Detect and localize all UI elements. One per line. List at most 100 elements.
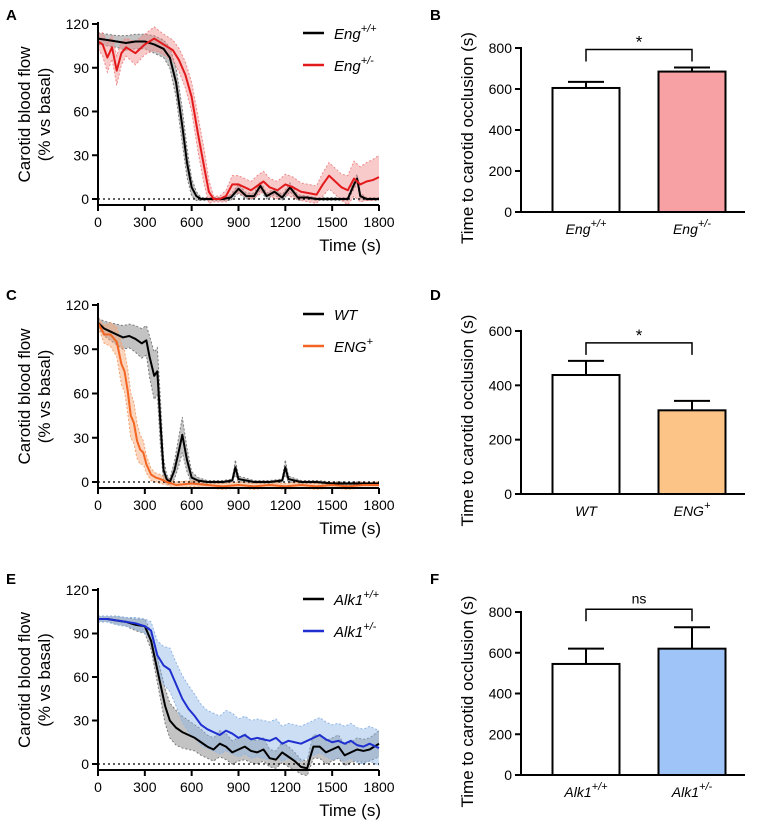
sem-band-1 xyxy=(98,26,379,205)
category-label-0: WT xyxy=(575,503,598,519)
sem-band-1 xyxy=(98,616,379,766)
x-axis-label: Time (s) xyxy=(319,801,381,820)
category-label-1-sup: + xyxy=(704,500,711,512)
category-label-1-name: ENG xyxy=(674,503,704,519)
y-tick-label: 120 xyxy=(66,16,90,32)
y-tick-label: 90 xyxy=(73,60,89,76)
panel-label: C xyxy=(6,287,17,304)
x-tick-label: 1500 xyxy=(317,497,348,513)
y-tick-label: 30 xyxy=(73,713,89,729)
y-tick-label: 90 xyxy=(73,341,89,357)
y-tick-label: 60 xyxy=(73,104,89,120)
y-tick-label: 0 xyxy=(81,191,89,207)
legend-label-0: Alk1+/+ xyxy=(333,589,380,609)
category-label-1: Eng+/- xyxy=(673,218,711,237)
y-tick-label: 400 xyxy=(489,686,513,702)
legend-label-0-name: WT xyxy=(334,307,359,324)
y-tick-label: 600 xyxy=(489,645,513,661)
legend-label-0: Eng+/+ xyxy=(334,23,377,43)
category-label-0-sup: +/+ xyxy=(592,781,608,793)
panel-d: D 0 200 400 600 Time to carotid occlusion (s)… xyxy=(430,287,745,526)
y-axis-label-1: Carotid blood flow xyxy=(15,46,34,183)
y-tick-label: 200 xyxy=(489,163,513,179)
y-tick-label: 60 xyxy=(73,386,89,402)
bar-1 xyxy=(657,409,727,495)
category-label-0-name: Alk1 xyxy=(563,784,591,800)
y-tick-label: 0 xyxy=(504,204,512,220)
sem-lower-0 xyxy=(97,326,379,486)
sem-lower-0 xyxy=(97,43,379,202)
legend-label-1-name: ENG xyxy=(334,339,367,356)
x-tick-label: 600 xyxy=(180,779,204,795)
bar-1 xyxy=(657,70,727,213)
legend-label-1-name: Eng xyxy=(334,58,361,75)
x-tick-label: 0 xyxy=(94,497,102,513)
x-tick-label: 300 xyxy=(133,497,157,513)
sem-band-0 xyxy=(98,318,379,485)
x-tick-label: 1500 xyxy=(317,214,348,230)
x-axis-label: Time (s) xyxy=(319,519,381,538)
category-label-1-name: Eng xyxy=(673,221,698,237)
legend-label-1-name: Alk1 xyxy=(333,624,363,641)
x-tick-label: 900 xyxy=(227,779,251,795)
y-tick-label: 120 xyxy=(66,297,90,313)
series-line-0 xyxy=(98,618,380,770)
panel-label: A xyxy=(6,7,17,24)
x-tick-label: 1800 xyxy=(363,497,394,513)
y-tick-label: 0 xyxy=(81,474,89,490)
panel-f: F 0 200 400 600 800 Time to carotid occlusion … xyxy=(430,571,745,807)
legend-label-1-sup: +/- xyxy=(361,55,374,67)
legend-label-1-sup: +/- xyxy=(363,621,376,633)
y-tick-label: 0 xyxy=(81,756,89,772)
series-line-1 xyxy=(97,322,379,488)
y-tick-label: 600 xyxy=(489,81,513,97)
sem-lower-0 xyxy=(98,621,380,777)
category-label-1: ENG+ xyxy=(674,500,711,519)
series-line-0 xyxy=(97,321,379,485)
bar-0 xyxy=(551,662,621,776)
legend-label-1: ENG+ xyxy=(334,336,374,356)
x-tick-label: 600 xyxy=(180,214,204,230)
y-axis-label-1: Carotid blood flow xyxy=(15,611,34,748)
sem-band-0 xyxy=(98,32,379,201)
x-tick-label: 900 xyxy=(227,214,251,230)
sem-upper-1 xyxy=(97,26,380,197)
sem-upper-1 xyxy=(98,615,380,732)
significance-bracket xyxy=(585,608,693,622)
y-tick-label: 800 xyxy=(489,40,513,56)
legend-label-0: WT xyxy=(334,307,359,324)
category-label-1-name: Alk1 xyxy=(671,784,699,800)
y-tick-label: 0 xyxy=(504,767,512,783)
category-label-0: Alk1+/+ xyxy=(563,781,608,800)
y-axis-label: Time to carotid occlusion (s) xyxy=(458,596,477,808)
y-axis-label-1: Carotid blood flow xyxy=(15,328,34,465)
bar-0 xyxy=(551,374,621,496)
y-tick-label: 30 xyxy=(73,430,89,446)
y-tick-label: 400 xyxy=(489,122,513,138)
significance-label: * xyxy=(636,32,643,51)
panel-label: E xyxy=(6,571,16,588)
x-tick-label: 0 xyxy=(94,779,102,795)
x-tick-label: 1500 xyxy=(317,779,348,795)
significance-label: ns xyxy=(632,590,647,606)
x-tick-label: 300 xyxy=(133,214,157,230)
category-label-1-sup: +/- xyxy=(698,218,711,230)
category-label-0: Eng+/+ xyxy=(566,218,607,237)
y-axis-label-2: (% vs basal) xyxy=(35,633,54,727)
panel-label: D xyxy=(430,287,441,304)
series-line-0 xyxy=(97,37,379,200)
legend-label-0-name: Eng xyxy=(334,26,361,43)
category-label-1: Alk1+/- xyxy=(671,781,713,800)
y-tick-label: 90 xyxy=(73,626,89,642)
y-tick-label: 200 xyxy=(489,726,513,742)
series-line-1 xyxy=(98,618,380,749)
x-tick-label: 300 xyxy=(133,779,157,795)
x-tick-label: 900 xyxy=(227,497,251,513)
significance-bracket xyxy=(585,342,693,355)
panel-b: B 0 200 400 600 800 Time to carotid occlusion … xyxy=(430,7,745,244)
category-label-0-name: Eng xyxy=(566,221,591,237)
sem-upper-0 xyxy=(97,32,379,199)
